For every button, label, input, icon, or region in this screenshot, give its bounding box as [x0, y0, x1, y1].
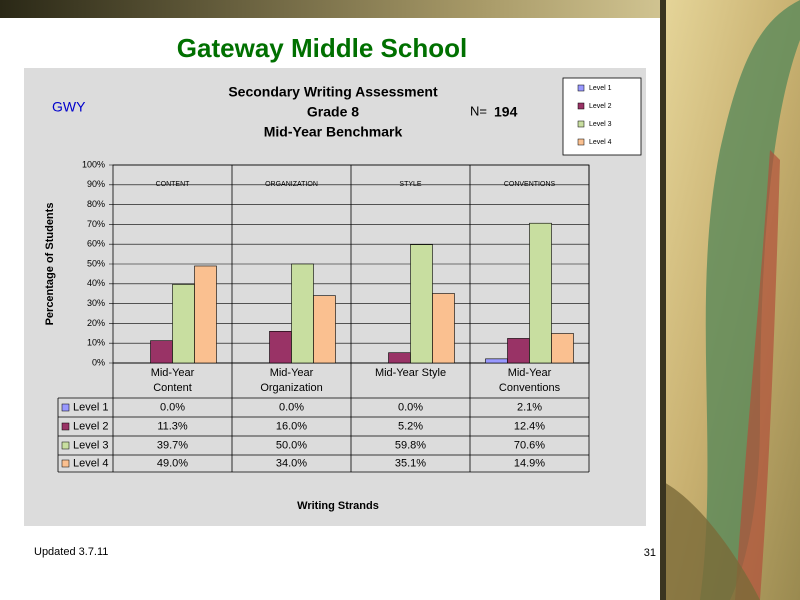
panel-edge	[660, 0, 666, 600]
y-tick-label: 10%	[87, 338, 105, 348]
y-tick-label: 0%	[92, 357, 105, 367]
x-tick-label: Mid-Year Conventions	[498, 367, 561, 394]
legend-swatch	[577, 138, 585, 146]
y-tick-label: 70%	[87, 219, 105, 229]
bar	[194, 265, 217, 364]
top-band	[0, 0, 800, 18]
bar	[172, 284, 195, 364]
table-swatch	[61, 441, 70, 450]
bar	[529, 222, 552, 364]
table-swatch	[61, 459, 70, 468]
y-tick-label: 90%	[87, 179, 105, 189]
bar	[507, 338, 530, 364]
legend-label: Level 4	[589, 139, 612, 146]
y-tick-label: 50%	[87, 258, 105, 268]
table-value: 39.7%	[157, 439, 188, 451]
footer: Updated 3.7.11	[34, 546, 108, 558]
table-value: 35.1%	[395, 457, 426, 469]
table-value: 0.0%	[398, 401, 423, 413]
group-label: STYLE	[399, 181, 422, 188]
bar	[432, 293, 455, 364]
table-value: 14.9%	[514, 457, 545, 469]
y-tick-label: 100%	[82, 159, 105, 169]
y-tick-label: 80%	[87, 199, 105, 209]
x-axis-label: Writing Strands	[297, 500, 379, 512]
bar	[150, 340, 173, 364]
group-label: CONVENTIONS	[504, 181, 556, 188]
table-swatch	[61, 403, 70, 412]
table-value: 2.1%	[517, 401, 542, 413]
legend-label: Level 1	[589, 85, 612, 92]
table-value: 0.0%	[160, 401, 185, 413]
bar	[313, 295, 336, 364]
n-value: 194	[494, 104, 518, 120]
y-tick-label: 40%	[87, 278, 105, 288]
group-label: ORGANIZATION	[265, 181, 318, 188]
bar	[551, 333, 574, 364]
table-row-label: Level 3	[73, 439, 108, 451]
table-value: 59.8%	[395, 439, 426, 451]
table-swatch	[61, 422, 70, 431]
decoration	[735, 150, 780, 600]
school-code: GWY	[52, 99, 86, 115]
n-label: N=	[470, 103, 487, 118]
table-value: 12.4%	[514, 420, 545, 432]
legend-swatch	[577, 120, 585, 128]
table-row-label: Level 1	[73, 401, 108, 413]
page-number: 31	[644, 547, 656, 559]
y-tick-label: 30%	[87, 298, 105, 308]
y-tick-label: 60%	[87, 239, 105, 249]
table-value: 50.0%	[276, 439, 307, 451]
decoration	[700, 0, 800, 600]
table-value: 34.0%	[276, 457, 307, 469]
chart-title: Secondary Writing Assessment	[228, 84, 438, 100]
bar	[485, 358, 508, 364]
bar	[269, 331, 292, 364]
legend-label: Level 2	[589, 103, 612, 110]
bar	[410, 244, 433, 364]
decoration	[660, 480, 760, 600]
table-value: 70.6%	[514, 439, 545, 451]
bar	[291, 263, 314, 364]
x-tick-label: Mid-Year Content	[150, 367, 195, 394]
table-row-label: Level 4	[73, 457, 108, 469]
y-axis-label: Percentage of Students	[44, 203, 56, 326]
group-label: CONTENT	[156, 181, 191, 188]
chart-title: Mid-Year Benchmark	[264, 124, 403, 140]
legend-label: Level 3	[589, 121, 612, 128]
table-value: 16.0%	[276, 420, 307, 432]
legend-swatch	[577, 84, 585, 92]
chart-title: Grade 8	[307, 104, 359, 120]
y-tick-label: 20%	[87, 318, 105, 328]
table-value: 11.3%	[157, 420, 188, 432]
x-tick-label: Mid-Year Organization	[260, 367, 323, 394]
bar	[388, 352, 411, 364]
table-value: 49.0%	[157, 457, 188, 469]
table-value: 0.0%	[279, 401, 304, 413]
table-value: 5.2%	[398, 420, 423, 432]
legend-swatch	[577, 102, 585, 110]
table-row-label: Level 2	[73, 420, 108, 432]
page-title: Gateway Middle School	[177, 33, 467, 63]
legend	[562, 77, 642, 156]
x-tick-label: Mid-Year Style	[374, 367, 447, 379]
